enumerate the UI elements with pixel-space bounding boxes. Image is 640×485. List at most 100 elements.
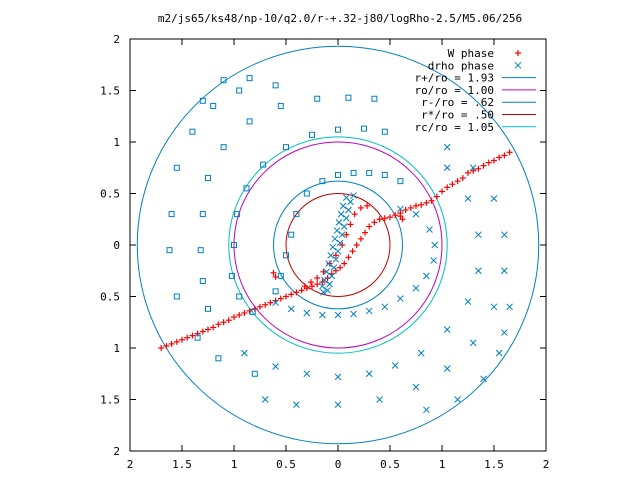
legend-label: W phase <box>448 47 494 60</box>
data-point <box>163 342 170 349</box>
data-point <box>366 169 373 176</box>
data-point <box>298 287 305 294</box>
data-point <box>387 214 393 221</box>
data-point <box>376 396 383 403</box>
data-point <box>365 307 373 315</box>
legend-entry: r+/ro = 1.93 <box>415 72 536 85</box>
data-point <box>246 75 253 82</box>
data-point <box>337 264 344 271</box>
data-point <box>272 363 279 370</box>
data-point <box>366 223 373 230</box>
data-point <box>399 216 406 223</box>
legend-label: ro/ro = 1.00 <box>415 84 494 97</box>
data-point <box>220 319 227 326</box>
data-point <box>307 279 314 286</box>
circle-rc <box>228 136 448 354</box>
data-point <box>392 212 399 219</box>
data-point <box>314 274 321 281</box>
data-point <box>501 267 508 275</box>
data-point <box>423 272 430 280</box>
legend-label: rc/ro = 1.05 <box>415 121 494 134</box>
data-point <box>444 184 451 191</box>
data-points <box>158 75 513 414</box>
data-point <box>443 143 451 151</box>
data-point <box>334 247 342 255</box>
data-point <box>261 396 269 403</box>
data-point <box>501 152 508 159</box>
data-point <box>288 231 295 238</box>
data-point <box>496 154 503 161</box>
circle-r+ <box>136 45 540 445</box>
data-point <box>323 268 330 276</box>
x-tick-label: 2 <box>543 458 550 471</box>
data-point <box>431 241 439 249</box>
data-point <box>490 195 498 203</box>
data-point <box>225 317 232 324</box>
data-point <box>272 82 279 89</box>
data-point <box>365 370 373 378</box>
data-point <box>501 231 508 239</box>
data-point <box>303 190 310 197</box>
x-tick-label: 1 <box>439 458 446 471</box>
data-point <box>220 77 227 84</box>
data-point <box>341 260 348 267</box>
data-point <box>332 267 339 274</box>
data-point <box>338 231 346 239</box>
data-point <box>353 242 360 248</box>
data-point <box>335 171 341 178</box>
legend-marker <box>514 61 522 69</box>
data-point <box>345 94 352 101</box>
data-point <box>246 307 253 314</box>
axis-ticks: 2 1.5 1 0.5 0 0.5 1 1.5 221.510.500.511.52 <box>100 33 549 471</box>
data-point <box>293 401 300 409</box>
data-point <box>335 218 343 226</box>
data-point <box>328 272 336 280</box>
data-point <box>293 211 300 218</box>
data-point <box>320 268 327 275</box>
data-point <box>412 383 420 391</box>
data-point <box>454 396 461 403</box>
data-point <box>417 349 425 357</box>
data-point <box>443 326 451 333</box>
data-point <box>267 299 274 306</box>
data-point <box>376 216 383 223</box>
data-point <box>332 256 340 263</box>
data-point <box>303 309 311 317</box>
data-point <box>283 293 289 300</box>
data-point <box>319 311 326 319</box>
data-point <box>475 231 482 239</box>
data-point <box>199 97 206 104</box>
data-point <box>228 272 235 279</box>
data-point <box>347 221 354 228</box>
legend-entry: rc/ro = 1.05 <box>415 121 536 134</box>
data-point <box>168 211 175 218</box>
data-point <box>272 299 279 307</box>
data-point <box>333 227 341 234</box>
data-point <box>319 282 326 290</box>
data-point <box>277 295 284 302</box>
data-point <box>349 248 356 255</box>
x-tick-label: 1 <box>231 458 238 471</box>
data-point <box>381 303 389 311</box>
data-point <box>257 303 263 310</box>
data-point <box>173 293 180 300</box>
data-point <box>459 175 466 182</box>
circle-ro <box>233 141 443 349</box>
data-point <box>324 286 331 294</box>
legend-entry: drho phase <box>428 59 522 72</box>
y-tick-label: 0.5 <box>100 188 120 201</box>
data-point <box>314 95 321 102</box>
data-point <box>402 206 409 213</box>
data-point <box>449 181 456 188</box>
data-point <box>343 231 350 238</box>
data-point <box>329 243 337 251</box>
data-point <box>342 194 350 201</box>
data-point <box>236 293 243 300</box>
data-point <box>334 401 342 409</box>
data-point <box>205 305 211 312</box>
x-tick-label: 2 <box>127 458 134 471</box>
data-point <box>331 235 339 243</box>
data-point <box>189 128 196 135</box>
data-point <box>236 312 243 319</box>
data-point <box>412 284 420 292</box>
